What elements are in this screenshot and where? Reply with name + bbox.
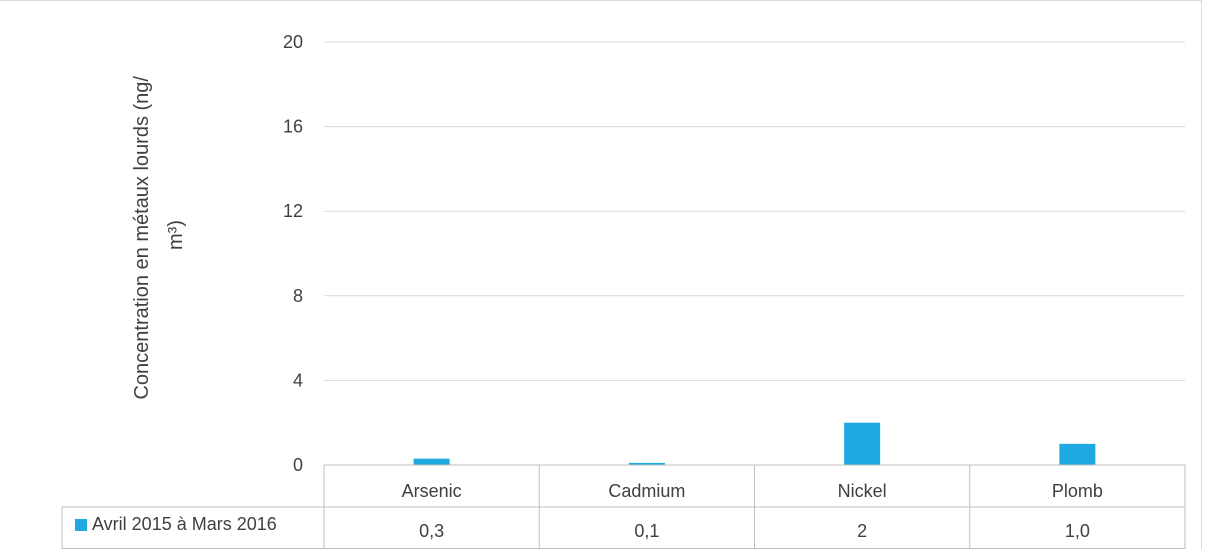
bar-arsenic [413,458,450,465]
y-tick-label: 4 [293,370,303,390]
bars [413,422,1096,465]
table-value: 2 [857,521,867,541]
y-tick-label: 20 [283,32,303,52]
bar-nickel [844,422,881,465]
legend-swatch [75,519,87,531]
bar-cadmium [628,462,665,465]
y-axis-label: Concentration en métaux lourds (ng/ m³) [131,70,187,399]
table-value: 1,0 [1065,521,1090,541]
y-tick-label: 8 [293,286,303,306]
table-value: 0,3 [419,521,444,541]
category-label: Arsenic [402,481,462,501]
bar-plomb [1059,443,1096,465]
category-label: Plomb [1052,481,1103,501]
legend-series-name: Avril 2015 à Mars 2016 [92,514,277,534]
y-tick-label: 16 [283,117,303,137]
y-axis-label-line-2: m³) [165,220,187,250]
category-label: Nickel [838,481,887,501]
y-axis-ticks: 0 4 8 12 16 20 [283,32,303,475]
category-label: Cadmium [608,481,685,501]
gridlines [324,41,1185,381]
y-tick-label: 0 [293,455,303,475]
y-tick-label: 12 [283,201,303,221]
data-table: Arsenic 0,3 Cadmium 0,1 Nickel 2 Plomb 1,0 Avril… [61,464,1186,549]
table-value: 0,1 [634,521,659,541]
y-axis-label-line-1: Concentration en métaux lourds (ng/ [131,76,153,400]
